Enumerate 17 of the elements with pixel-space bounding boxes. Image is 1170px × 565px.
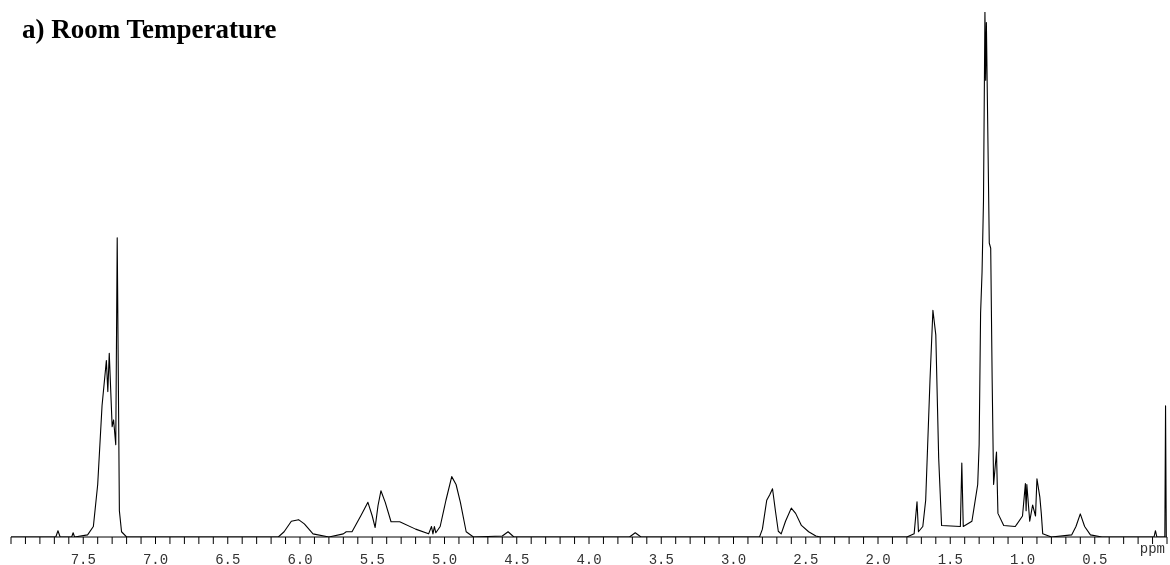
- x-tick-label: 7.5: [70, 552, 96, 565]
- x-tick-label: 3.5: [648, 552, 674, 565]
- x-tick-label: 4.0: [576, 552, 602, 565]
- x-tick-label: 2.5: [793, 552, 819, 565]
- x-tick-label: 0.5: [1082, 552, 1108, 565]
- x-tick-label: 4.5: [504, 552, 530, 565]
- x-tick-label: 5.5: [359, 552, 385, 565]
- x-tick-label: 2.0: [865, 552, 891, 565]
- x-axis-title: ppm: [1139, 541, 1165, 557]
- x-tick-label: 1.5: [937, 552, 963, 565]
- x-tick-label: 6.0: [287, 552, 313, 565]
- x-tick-label: 3.0: [720, 552, 747, 565]
- x-tick-label: 7.0: [142, 552, 169, 565]
- chart-title: a) Room Temperature: [22, 14, 277, 45]
- x-tick-label: 1.0: [1009, 552, 1036, 565]
- x-tick-label: 6.5: [215, 552, 241, 565]
- x-tick-label: 5.0: [431, 552, 458, 565]
